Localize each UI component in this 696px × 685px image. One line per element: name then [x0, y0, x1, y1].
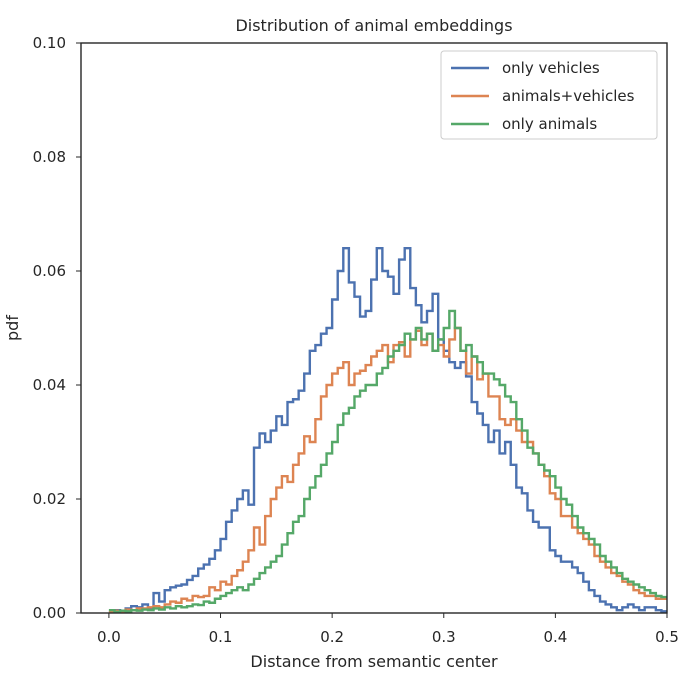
x-tick-label: 0.4	[543, 628, 567, 646]
series-line-only-vehicles	[108, 247, 667, 614]
y-tick-label: 0.00	[33, 604, 66, 622]
series-line-only-animals	[108, 309, 667, 614]
x-tick-label: 0.0	[97, 628, 121, 646]
y-tick-label: 0.02	[33, 490, 66, 508]
x-tick-label: 0.1	[209, 628, 233, 646]
legend-label: only animals	[502, 115, 597, 133]
y-axis: 0.00 0.02 0.04 0.06 0.08 0.10	[33, 34, 81, 622]
y-tick-label: 0.08	[33, 148, 66, 166]
x-tick-label: 0.5	[655, 628, 679, 646]
plot-area	[108, 247, 667, 614]
y-tick-label: 0.04	[33, 376, 66, 394]
legend-box	[440, 50, 658, 140]
x-tick-label: 0.3	[432, 628, 456, 646]
plot-frame	[80, 42, 668, 614]
y-tick-label: 0.10	[33, 34, 66, 52]
x-axis: 0.0 0.1 0.2 0.3 0.4 0.5	[97, 613, 679, 646]
y-tick-label: 0.06	[33, 262, 66, 280]
y-axis-label: pdf	[3, 315, 22, 341]
legend: only vehicles animals+vehicles only animal…	[440, 50, 658, 140]
legend-label: animals+vehicles	[502, 87, 635, 105]
x-axis-label: Distance from semantic center	[250, 652, 498, 671]
x-tick-label: 0.2	[320, 628, 344, 646]
chart-title: Distribution of animal embeddings	[235, 16, 512, 35]
legend-label: only vehicles	[502, 59, 600, 77]
